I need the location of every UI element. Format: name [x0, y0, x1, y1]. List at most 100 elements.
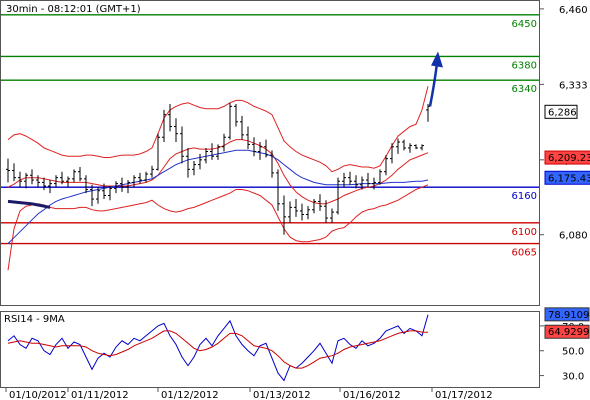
- level-label-6065: 6065: [512, 248, 537, 259]
- ohlc-bar: [30, 169, 34, 185]
- rsi-title: RSI14 - 9MA: [4, 314, 65, 325]
- ohlc-bar: [318, 194, 322, 211]
- ohlc-bar: [408, 143, 412, 153]
- rsi-axis-label: 30.0: [562, 372, 584, 383]
- ohlc-bar: [12, 163, 16, 182]
- ohlc-bar: [162, 109, 166, 143]
- ohlc-bar: [36, 175, 40, 188]
- ohlc-bar: [102, 183, 106, 200]
- ohlc-bar: [216, 144, 220, 160]
- price-panel-border: [0, 0, 540, 306]
- time-axis-label: 01/16/2012: [343, 390, 401, 400]
- ohlc-bar: [72, 169, 76, 183]
- rsi-axis-label: 50.0: [562, 347, 584, 358]
- price-axis-label: 6,080: [559, 231, 588, 242]
- ma-navy-line: [7, 199, 51, 209]
- bb-upper-line: [7, 86, 429, 173]
- time-axis-label: 01/13/2012: [253, 390, 311, 400]
- ohlc-bar: [180, 126, 184, 164]
- rsi-lines: [7, 314, 429, 382]
- ohlc-bar: [48, 180, 52, 194]
- price-tags: 6,286 6,209.23 6,175.43: [544, 104, 590, 185]
- ohlc-bar: [300, 203, 304, 221]
- ohlc-bar: [204, 147, 208, 164]
- ohlc-bar: [42, 177, 46, 191]
- ohlc-bar: [60, 171, 64, 185]
- rsi-value-tags: 78.9109 64.9299: [544, 307, 590, 339]
- ohlc-bar: [384, 155, 388, 176]
- rsi-ma-line: [7, 330, 429, 369]
- ohlc-bar: [366, 172, 370, 188]
- ohlc-bar: [396, 138, 400, 154]
- rsi-tag-label: 64.9299: [548, 327, 589, 338]
- price-axis-label: 6,460: [559, 5, 588, 16]
- ohlc-bar: [234, 103, 238, 127]
- ohlc-bar: [414, 144, 418, 150]
- ohlc-bar: [228, 102, 232, 140]
- bb-lower-line: [7, 184, 429, 271]
- arrow-head: [431, 51, 443, 68]
- ohlc-bar: [282, 195, 286, 235]
- price-axis-label: 6,333: [559, 80, 588, 91]
- time-axis-label: 01/11/2012: [71, 390, 129, 400]
- ohlc-bar: [6, 158, 10, 183]
- rsi-tag-box: [544, 307, 590, 322]
- ohlc-bar: [246, 126, 250, 150]
- projection-arrow: [428, 51, 443, 107]
- rsi-panel-border: [0, 311, 540, 388]
- price-bars: [6, 102, 430, 235]
- ohlc-bar: [372, 177, 376, 190]
- ohlc-bar: [348, 171, 352, 185]
- ohlc-bar: [150, 165, 154, 178]
- ohlc-bar: [84, 175, 88, 194]
- price-tag-box: [544, 150, 590, 165]
- ohlc-bar: [240, 115, 244, 140]
- level-label-6380: 6380: [512, 60, 537, 71]
- ohlc-bar: [324, 200, 328, 223]
- price-tag-label: 6,175.43: [548, 173, 590, 184]
- chart-title: 30min - 08:12:01 (GMT+1): [6, 4, 141, 15]
- ohlc-bar: [186, 147, 190, 178]
- ohlc-bar: [330, 208, 334, 223]
- ohlc-bar: [270, 150, 274, 178]
- ohlc-bar: [264, 139, 268, 158]
- support-resistance-levels: 6450 6380 6340 6160 6100 6065: [0, 14, 540, 259]
- ohlc-bar: [390, 143, 394, 164]
- ohlc-bar: [108, 185, 112, 201]
- time-axis-label: 01/12/2012: [161, 390, 219, 400]
- ohlc-bar: [54, 175, 58, 188]
- time-axis-label: 01/17/2012: [435, 390, 493, 400]
- price-tag-label: 6,209.23: [548, 153, 590, 164]
- ohlc-bar: [402, 139, 406, 151]
- ohlc-bar: [18, 171, 22, 188]
- time-axis-label: 01/10/2012: [9, 390, 67, 400]
- ohlc-bar: [312, 199, 316, 214]
- ohlc-bar: [78, 166, 82, 182]
- ohlc-bar: [360, 176, 364, 190]
- level-label-6100: 6100: [512, 227, 537, 238]
- ohlc-bar: [426, 103, 430, 122]
- ohlc-bar: [210, 143, 214, 160]
- ohlc-bar: [174, 118, 178, 143]
- price-panel: 30min - 08:12:01 (GMT+1) 6450 6380 6340 616…: [0, 0, 590, 306]
- ohlc-bar: [114, 181, 118, 194]
- ohlc-bar: [276, 169, 280, 211]
- level-label-6450: 6450: [512, 19, 537, 30]
- ohlc-bar: [222, 133, 226, 152]
- arrow-shaft: [428, 63, 439, 107]
- ohlc-bar: [192, 161, 196, 176]
- ohlc-bar: [294, 199, 298, 217]
- time-axis: 01/10/2012 01/11/2012 01/12/2012 01/13/2012…: [5, 388, 493, 400]
- ohlc-bar: [354, 175, 358, 189]
- ohlc-bar: [90, 184, 94, 207]
- ohlc-bar: [96, 187, 100, 204]
- ohlc-bar: [306, 206, 310, 220]
- ohlc-bar: [120, 177, 124, 192]
- price-tag-box: [544, 170, 590, 185]
- ohlc-bar: [378, 169, 382, 185]
- ohlc-bar: [132, 175, 136, 188]
- ohlc-bar: [336, 177, 340, 215]
- ohlc-bar: [252, 137, 256, 157]
